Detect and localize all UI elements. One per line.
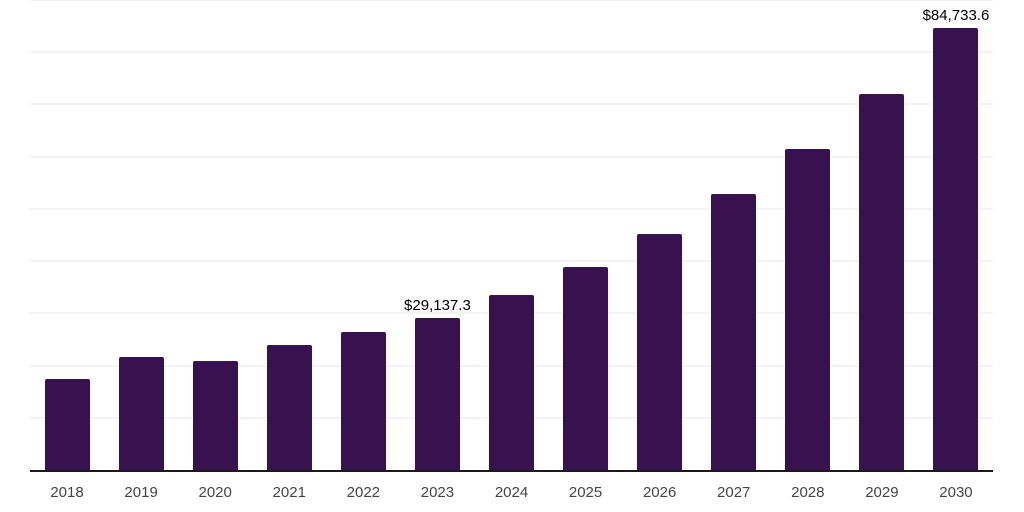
gridline-60000 [30,155,993,158]
x-tick-2029: 2029 [865,484,899,501]
x-tick-2022: 2022 [346,484,381,501]
x-tick-2018: 2018 [50,484,84,501]
bar-2022 [340,332,386,470]
x-tick-2030: 2030 [939,484,973,501]
bar-2029 [859,94,905,470]
bar-2028 [785,149,831,470]
value-label-2023: $29,137.3 [404,296,471,314]
x-tick-2024: 2024 [494,484,529,501]
bar-2027 [711,194,757,470]
gridline-80000 [30,51,993,54]
gridline-70000 [30,103,993,106]
bar-2021 [266,344,312,470]
plot-area: $29,137.3 $84,733.6 [30,0,993,472]
bar-2019 [118,356,164,470]
x-tick-2026: 2026 [642,484,677,501]
bar-2024 [489,294,534,470]
bar-2020 [192,360,238,470]
value-label-2030: $84,733.6 [922,6,990,24]
bar-2025 [563,266,609,470]
x-tick-2019: 2019 [124,484,158,501]
bar-2030 [933,27,979,470]
gridline-90000 [30,0,993,1]
gridline-40000 [30,260,993,263]
x-tick-2020: 2020 [198,484,232,501]
x-axis-line [30,470,993,472]
x-tick-2023: 2023 [420,484,455,501]
bar-2018 [44,379,90,470]
x-tick-2025: 2025 [568,484,603,501]
bar-2026 [637,233,683,470]
bar-2023 [414,317,460,470]
x-tick-2028: 2028 [791,484,825,501]
x-tick-2027: 2027 [717,484,751,501]
gridline-50000 [30,207,993,210]
x-tick-2021: 2021 [272,484,306,501]
